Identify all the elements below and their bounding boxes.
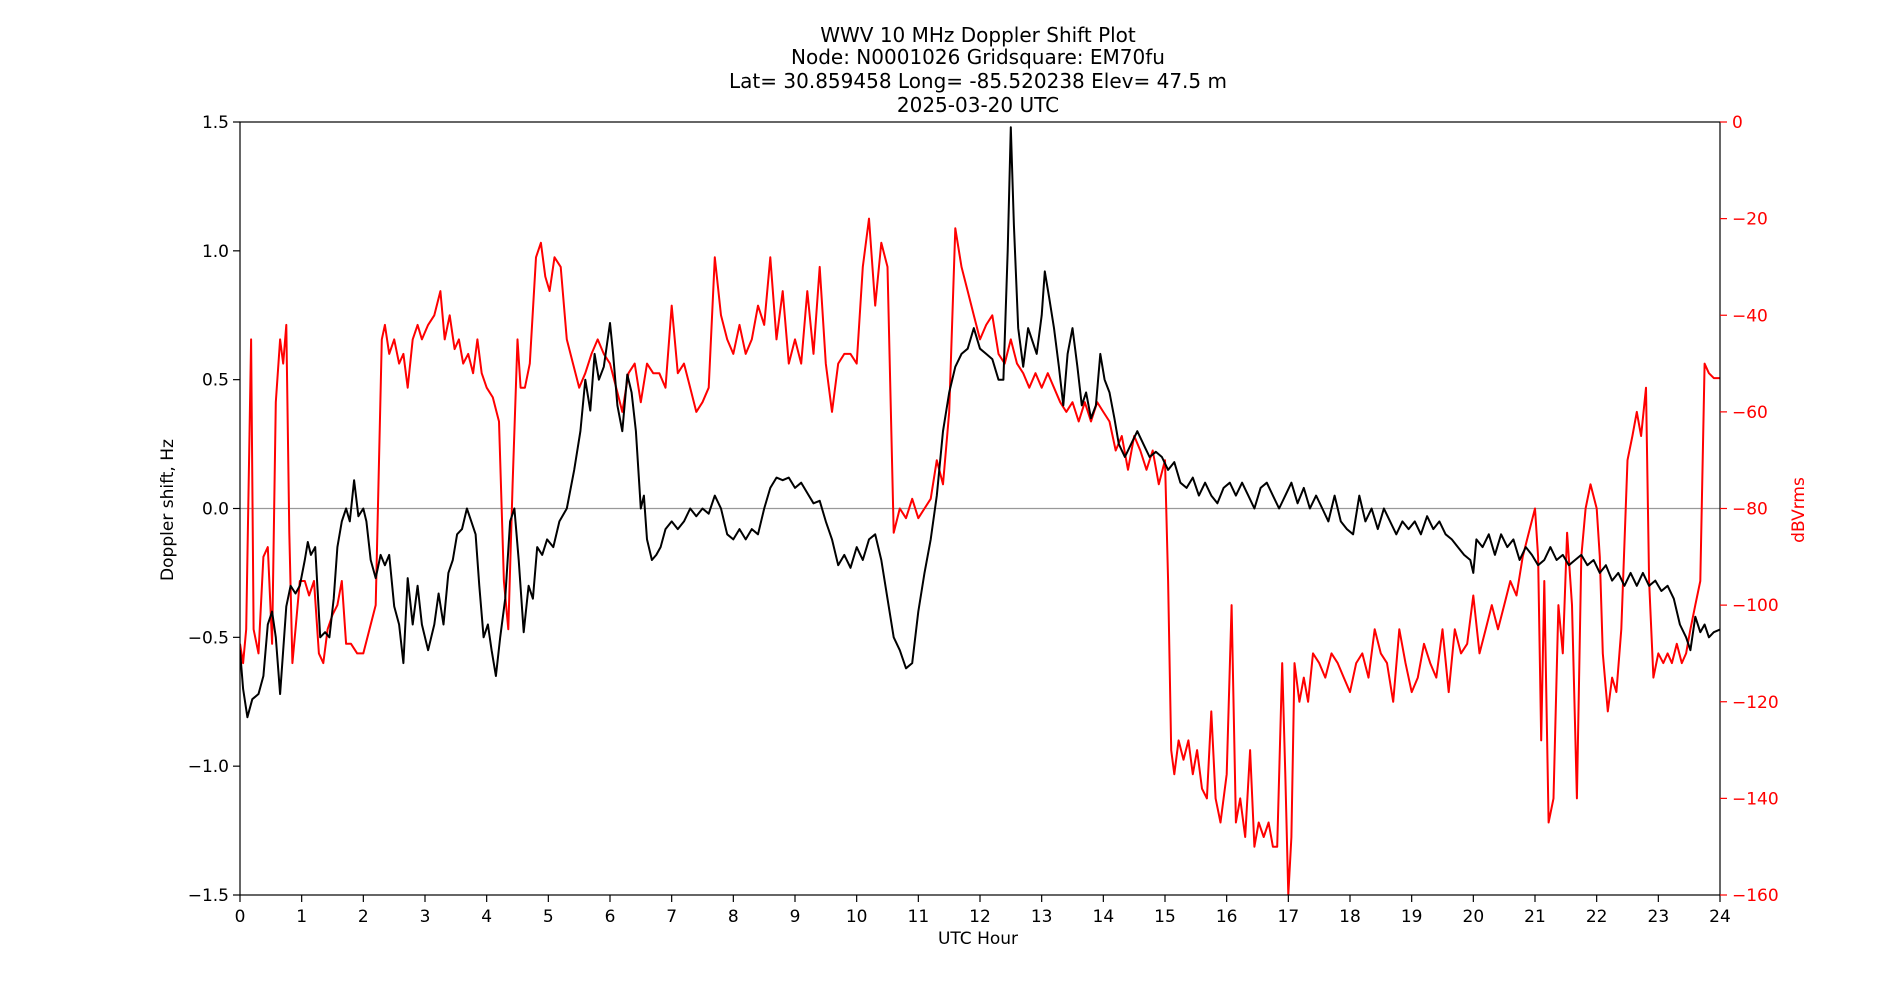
y2-tick-label: −140 bbox=[1732, 789, 1779, 809]
x-tick-label: 14 bbox=[1093, 907, 1115, 927]
series-layer bbox=[240, 126, 1720, 895]
y-tick-label: 0.5 bbox=[202, 371, 229, 391]
y2-tick-label: −120 bbox=[1732, 693, 1779, 713]
x-tick-label: 18 bbox=[1339, 907, 1361, 927]
x-tick-label: 9 bbox=[790, 907, 801, 927]
y2-tick-label: 0 bbox=[1732, 113, 1743, 133]
y2-tick-label: −80 bbox=[1732, 500, 1768, 520]
x-tick-label: 23 bbox=[1648, 907, 1670, 927]
chart-title-line-1: WWV 10 MHz Doppler Shift Plot bbox=[820, 23, 1136, 47]
x-tick-label: 8 bbox=[728, 907, 739, 927]
doppler-series-line bbox=[240, 126, 1720, 719]
x-tick-label: 17 bbox=[1278, 907, 1300, 927]
x-tick-label: 13 bbox=[1031, 907, 1053, 927]
x-tick-label: 22 bbox=[1586, 907, 1608, 927]
x-tick-label: 7 bbox=[666, 907, 677, 927]
y-tick-label: −1.0 bbox=[188, 757, 229, 777]
y-tick-label: 1.5 bbox=[202, 113, 229, 133]
x-tick-label: 10 bbox=[846, 907, 868, 927]
x-tick-label: 16 bbox=[1216, 907, 1238, 927]
x-axis-label: UTC Hour bbox=[938, 929, 1018, 949]
chart-title-line-2: Node: N0001026 Gridsquare: EM70fu bbox=[791, 45, 1165, 69]
y2-tick-label: −40 bbox=[1732, 306, 1768, 326]
x-tick-label: 0 bbox=[235, 907, 246, 927]
y-tick-label: 1.0 bbox=[202, 242, 229, 262]
x-tick-label: 1 bbox=[296, 907, 307, 927]
y-axis-label: Doppler shift, Hz bbox=[158, 439, 178, 581]
x-tick-label: 4 bbox=[481, 907, 492, 927]
x-axis: 0 1 2 3 4 5 6 7 8 9 10 11 12 13 14 15 16 17 18 19 20 21 22 23 24 bbox=[235, 895, 1731, 927]
x-tick-label: 15 bbox=[1154, 907, 1176, 927]
y-tick-label: −0.5 bbox=[188, 628, 229, 648]
chart-title-line-4: 2025-03-20 UTC bbox=[897, 93, 1059, 117]
x-tick-label: 2 bbox=[358, 907, 369, 927]
power-series-line bbox=[240, 217, 1720, 895]
y-axis-left: 1.5 1.0 0.5 0.0 −0.5 −1.0 −1.5 bbox=[188, 113, 240, 906]
y2-tick-label: −160 bbox=[1732, 886, 1779, 906]
x-tick-label: 21 bbox=[1524, 907, 1546, 927]
y-tick-label: 0.0 bbox=[202, 500, 229, 520]
x-tick-label: 24 bbox=[1709, 907, 1731, 927]
x-tick-label: 19 bbox=[1401, 907, 1423, 927]
chart-title-line-3: Lat= 30.859458 Long= -85.520238 Elev= 47… bbox=[729, 69, 1227, 93]
x-tick-label: 5 bbox=[543, 907, 554, 927]
x-tick-label: 11 bbox=[908, 907, 930, 927]
y2-axis-label: dBVrms bbox=[1789, 477, 1809, 543]
y-axis-right: 0 −20 −40 −60 −80 −100 −120 −140 −160 bbox=[1720, 113, 1779, 906]
x-tick-label: 3 bbox=[420, 907, 431, 927]
y2-tick-label: −100 bbox=[1732, 596, 1779, 616]
x-tick-label: 12 bbox=[969, 907, 991, 927]
x-tick-label: 20 bbox=[1463, 907, 1485, 927]
plot-area bbox=[239, 121, 1721, 896]
x-tick-label: 6 bbox=[605, 907, 616, 927]
chart-title: WWV 10 MHz Doppler Shift Plot Node: N000… bbox=[729, 23, 1227, 117]
y-tick-label: −1.5 bbox=[188, 886, 229, 906]
y2-tick-label: −60 bbox=[1732, 403, 1768, 423]
y2-tick-label: −20 bbox=[1732, 210, 1768, 230]
